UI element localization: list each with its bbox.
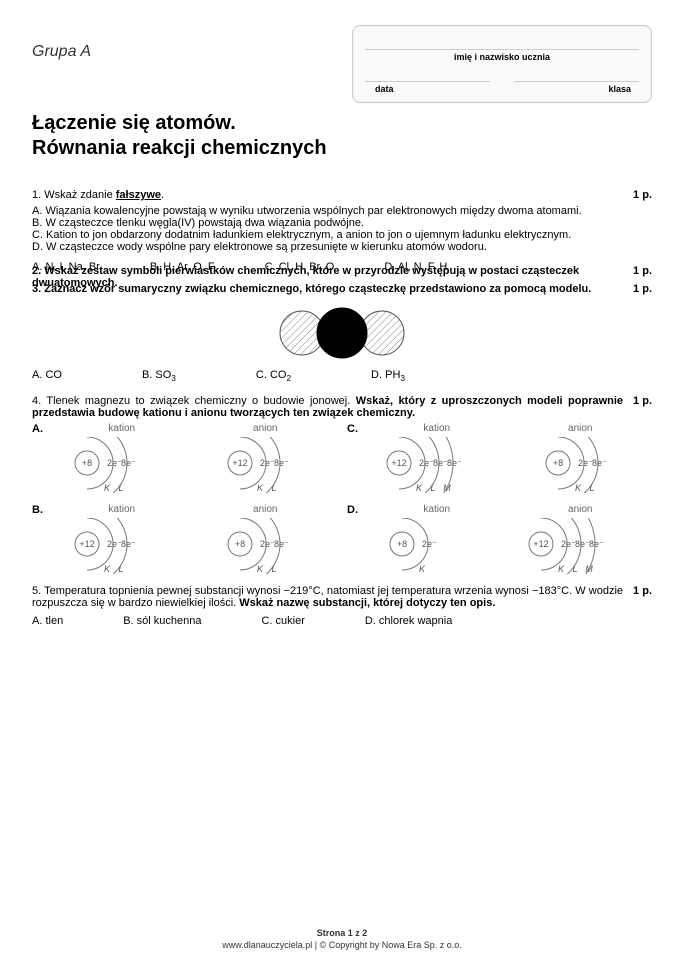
page-title: Łączenie się atomów. Równania reakcji ch… [32,111,652,161]
date-line[interactable] [365,68,490,82]
svg-text:+12: +12 [533,539,548,549]
svg-text:8e⁻: 8e⁻ [274,539,289,549]
q3-C: C. CO2 [256,369,291,383]
q4-points: 1 p. [633,395,652,419]
svg-text:L: L [271,564,276,574]
svg-text:L: L [572,564,577,574]
svg-text:L: L [590,483,595,493]
svg-text:L: L [119,483,124,493]
student-info-box: imię i nazwisko ucznia data klasa [352,25,652,103]
q4-models: A. kation anion +82e⁻K8e⁻L +122e⁻K8e⁻L C… [32,423,652,577]
q3-D: D. PH3 [371,369,405,383]
svg-text:+8: +8 [82,458,92,468]
svg-text:2e⁻: 2e⁻ [107,539,122,549]
q5-answers-row: A. tlen B. sól kuchenna C. cukier D. chl… [32,615,652,627]
page-number: Strona 1 z 2 [0,928,684,938]
svg-text:+12: +12 [80,539,95,549]
q1-D: D. W cząsteczce wody wspólne pary elektr… [32,241,652,253]
svg-text:K: K [575,483,582,493]
name-label: imię i nazwisko ucznia [365,52,639,62]
svg-text:K: K [416,483,423,493]
q4-header: 4. Tlenek magnezu to związek chemiczny o… [32,395,652,419]
date-label: data [375,84,490,94]
svg-text:2e⁻: 2e⁻ [422,539,437,549]
name-line[interactable] [365,32,639,50]
svg-text:K: K [104,483,111,493]
footer: Strona 1 z 2 www.dlanauczyciela.pl | © C… [0,928,684,950]
q4-option-C: C. kation anion +122e⁻K8e⁻L8e⁻M +82e⁻K8e… [347,423,652,496]
q3-header: 3. Zaznacz wzór sumaryczny związku chemi… [32,283,652,295]
q3-points: 1 p. [633,283,652,295]
svg-text:K: K [104,564,111,574]
q2-D: D. Al, N, F, H [384,261,447,273]
q1-prompt: 1. Wskaż zdanie fałszywe. [32,189,164,201]
svg-text:2e⁻: 2e⁻ [260,458,275,468]
q1-B: B. W cząsteczce tlenku węgla(IV) powstaj… [32,217,652,229]
q1-underlined: fałszywe [116,189,161,201]
svg-text:K: K [257,564,264,574]
header: Grupa A imię i nazwisko ucznia data klas… [32,25,652,103]
q5-B: B. sól kuchenna [123,615,201,627]
svg-text:L: L [430,483,435,493]
q3-A: A. CO [32,369,62,383]
q5-A: A. tlen [32,615,63,627]
q5-C: C. cukier [261,615,304,627]
svg-text:+12: +12 [391,458,406,468]
svg-text:2e⁻: 2e⁻ [561,539,576,549]
svg-text:+12: +12 [232,458,247,468]
svg-text:8e⁻: 8e⁻ [592,458,607,468]
q1-C: C. Kation to jon obdarzony dodatnim ładu… [32,229,652,241]
svg-text:M: M [585,564,593,574]
svg-text:8e⁻: 8e⁻ [433,458,448,468]
svg-text:M: M [443,483,451,493]
q5-prompt: 5. Temperatura topnienia pewnej substanc… [32,585,623,609]
svg-text:2e⁻: 2e⁻ [578,458,593,468]
svg-text:K: K [257,483,264,493]
q4-option-B: B. kation anion +122e⁻K8e⁻L +82e⁻K8e⁻L [32,504,337,577]
q4-option-D: D. kation anion +82e⁻K +122e⁻K8e⁻L8e⁻M [347,504,652,577]
svg-text:L: L [119,564,124,574]
q1-A: A. Wiązania kowalencyjne powstają w wyni… [32,205,652,217]
q5-points: 1 p. [633,585,652,609]
title-line-1: Łączenie się atomów. [32,112,236,134]
q1-header: 1. Wskaż zdanie fałszywe. 1 p. [32,189,652,201]
svg-text:2e⁻: 2e⁻ [260,539,275,549]
svg-text:+8: +8 [397,539,407,549]
class-label: klasa [514,84,631,94]
copyright: www.dlanauczyciela.pl | © Copyright by N… [0,940,684,950]
q2-C: C. Cl, H, Br, O [265,261,335,273]
svg-text:+8: +8 [553,458,563,468]
q2-A: A. N, I, Na, Br [32,261,100,273]
svg-text:K: K [558,564,565,574]
q3-B: B. SO3 [142,369,176,383]
q1-prefix: 1. Wskaż zdanie [32,189,116,201]
title-line-2: Równania reakcji chemicznych [32,137,327,159]
molecule-model [272,305,412,361]
q3-answers-row: A. CO B. SO3 C. CO2 D. PH3 [32,369,652,383]
svg-text:+8: +8 [235,539,245,549]
q3-prompt: 3. Zaznacz wzór sumaryczny związku chemi… [32,283,591,295]
svg-text:8e⁻: 8e⁻ [575,539,590,549]
q4-prompt: 4. Tlenek magnezu to związek chemiczny o… [32,395,623,419]
svg-text:8e⁻: 8e⁻ [274,458,289,468]
q5-D: D. chlorek wapnia [365,615,452,627]
group-label: Grupa A [32,25,91,61]
svg-text:2e⁻: 2e⁻ [419,458,434,468]
svg-text:8e⁻: 8e⁻ [447,458,462,468]
svg-text:8e⁻: 8e⁻ [589,539,604,549]
svg-text:2e⁻: 2e⁻ [107,458,122,468]
q5-header: 5. Temperatura topnienia pewnej substanc… [32,585,652,609]
svg-text:8e⁻: 8e⁻ [121,539,136,549]
q1-suffix: . [161,189,164,201]
svg-text:L: L [271,483,276,493]
q4-option-A: A. kation anion +82e⁻K8e⁻L +122e⁻K8e⁻L [32,423,337,496]
q2-B: B. H, Ar, O, F [150,261,215,273]
svg-text:8e⁻: 8e⁻ [121,458,136,468]
svg-text:K: K [419,564,426,574]
q1-points: 1 p. [633,189,652,201]
class-line[interactable] [514,68,639,82]
